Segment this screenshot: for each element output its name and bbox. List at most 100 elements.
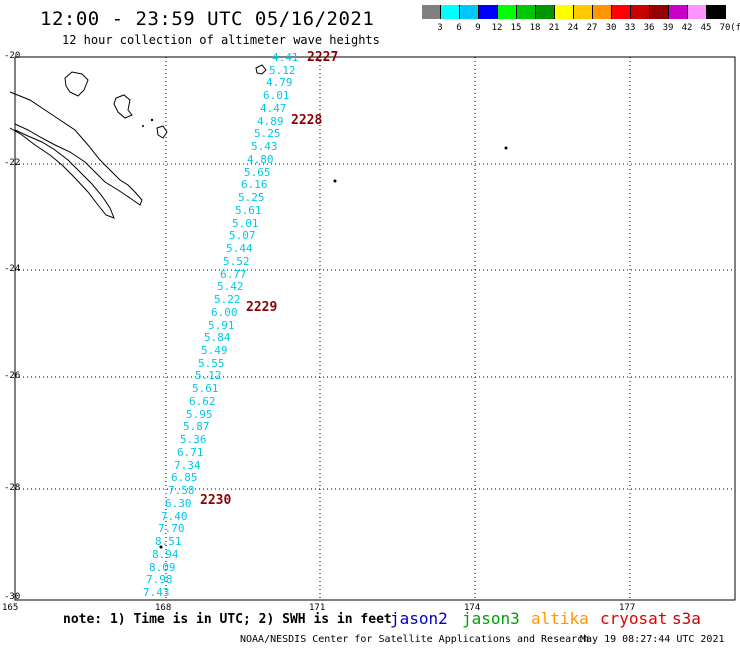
- satellite-legend-altika: altika: [531, 609, 589, 628]
- color-scale-label: 24: [567, 23, 579, 33]
- swh-value: 6.16: [241, 178, 268, 191]
- page-subtitle: 12 hour collection of altimeter wave hei…: [62, 33, 380, 47]
- color-swatch: [707, 5, 726, 19]
- color-swatch: [555, 5, 574, 19]
- swh-value: 7.58: [168, 484, 195, 497]
- swh-value: 5.44: [226, 242, 253, 255]
- latitude-label: -20: [4, 51, 21, 61]
- page-title: 12:00 - 23:59 UTC 05/16/2021: [40, 8, 375, 30]
- swh-value: 7.43: [143, 586, 170, 599]
- swh-value: 6.85: [171, 471, 198, 484]
- swh-value: 8.51: [155, 535, 182, 548]
- color-scale-label: 30: [605, 23, 617, 33]
- cycle-label: 2230: [200, 493, 232, 508]
- latitude-label: -26: [4, 371, 21, 381]
- satellite-legend-jason3: jason3: [462, 609, 520, 628]
- swh-value: 5.12: [195, 369, 222, 382]
- swh-value: 5.84: [204, 331, 231, 344]
- color-scale-label: 27: [586, 23, 598, 33]
- small-islands: [142, 118, 508, 549]
- color-scale-label: 3: [437, 23, 443, 33]
- color-scale-label: 36: [643, 23, 655, 33]
- swh-value: 5.65: [244, 166, 271, 179]
- swh-value: 8.94: [152, 548, 179, 561]
- color-scale-label: 42: [681, 23, 693, 33]
- swh-value: 4.41: [272, 51, 299, 64]
- color-swatch: [574, 5, 593, 19]
- swh-value: 5.12: [269, 64, 296, 77]
- swh-value: 5.91: [208, 319, 235, 332]
- color-swatch: [517, 5, 536, 19]
- color-scale-label: 18: [529, 23, 541, 33]
- swh-value: 5.95: [186, 408, 213, 421]
- swh-value: 5.49: [201, 344, 228, 357]
- color-swatch: [650, 5, 669, 19]
- swh-value: 5.01: [232, 217, 259, 230]
- footer-note: note: 1) Time is in UTC; 2) SWH is in fe…: [63, 612, 392, 627]
- swh-value: 5.07: [229, 229, 256, 242]
- longitude-label: 177: [619, 603, 636, 613]
- swh-value: 4.47: [260, 102, 287, 115]
- longitude-label: 168: [155, 603, 172, 613]
- swh-value: 6.71: [177, 446, 204, 459]
- color-scale-label: 21: [548, 23, 560, 33]
- timestamp-text: May 19 08:27:44 UTC 2021: [580, 634, 725, 645]
- color-swatch: [536, 5, 555, 19]
- color-swatch: [669, 5, 688, 19]
- swh-value: 6.00: [211, 306, 238, 319]
- swh-value: 5.61: [192, 382, 219, 395]
- swh-value: 6.01: [263, 89, 290, 102]
- swh-value: 5.25: [254, 127, 281, 140]
- color-scale-unit: (ft): [730, 23, 740, 33]
- swh-value: 5.55: [198, 357, 225, 370]
- swh-value: 4.79: [266, 76, 293, 89]
- swh-value: 7.34: [174, 459, 201, 472]
- cycle-label: 2227: [307, 50, 339, 65]
- latitude-label: -24: [4, 264, 21, 274]
- swh-value: 5.87: [183, 420, 210, 433]
- satellite-legend-jason2: jason2: [390, 609, 448, 628]
- color-scale-label: 12: [491, 23, 503, 33]
- swh-value: 7.70: [158, 522, 185, 535]
- color-scale-label: 9: [475, 23, 481, 33]
- color-swatch: [479, 5, 498, 19]
- swh-value: 5.61: [235, 204, 262, 217]
- color-scale-label: 6: [456, 23, 462, 33]
- swh-value: 8.09: [149, 561, 176, 574]
- coastlines: [9, 64, 267, 219]
- swh-value: 4.80: [247, 153, 274, 166]
- color-swatch: [441, 5, 460, 19]
- color-scale-label: 15: [510, 23, 522, 33]
- map-frame: [14, 56, 736, 601]
- cycle-label: 2229: [246, 300, 278, 315]
- cycle-label: 2228: [291, 113, 323, 128]
- longitude-label: 165: [2, 603, 19, 613]
- latitude-label: -30: [4, 592, 21, 602]
- color-swatch: [612, 5, 631, 19]
- grid-lines: [15, 57, 735, 600]
- swh-value: 5.22: [214, 293, 241, 306]
- swh-value: 5.42: [217, 280, 244, 293]
- longitude-label: 174: [464, 603, 481, 613]
- swh-value: 5.52: [223, 255, 250, 268]
- color-scale-label: 39: [662, 23, 674, 33]
- color-swatch: [422, 5, 441, 19]
- longitude-label: 171: [309, 603, 326, 613]
- color-scale-label: 70: [719, 23, 731, 33]
- swh-value: 6.30: [165, 497, 192, 510]
- color-scale-label: 33: [624, 23, 636, 33]
- credit-text: NOAA/NESDIS Center for Satellite Applica…: [240, 634, 590, 645]
- latitude-label: -28: [4, 483, 21, 493]
- color-swatch: [498, 5, 517, 19]
- swh-value: 5.43: [251, 140, 278, 153]
- color-swatch: [688, 5, 707, 19]
- color-scale-label: 45: [700, 23, 712, 33]
- satellite-legend-s3a: s3a: [672, 609, 701, 628]
- latitude-label: -22: [4, 158, 21, 168]
- swh-value: 7.98: [146, 573, 173, 586]
- swh-value: 6.77: [220, 268, 247, 281]
- satellite-legend-cryosat: cryosat: [600, 609, 668, 628]
- color-swatch: [593, 5, 612, 19]
- swh-value: 7.40: [161, 510, 188, 523]
